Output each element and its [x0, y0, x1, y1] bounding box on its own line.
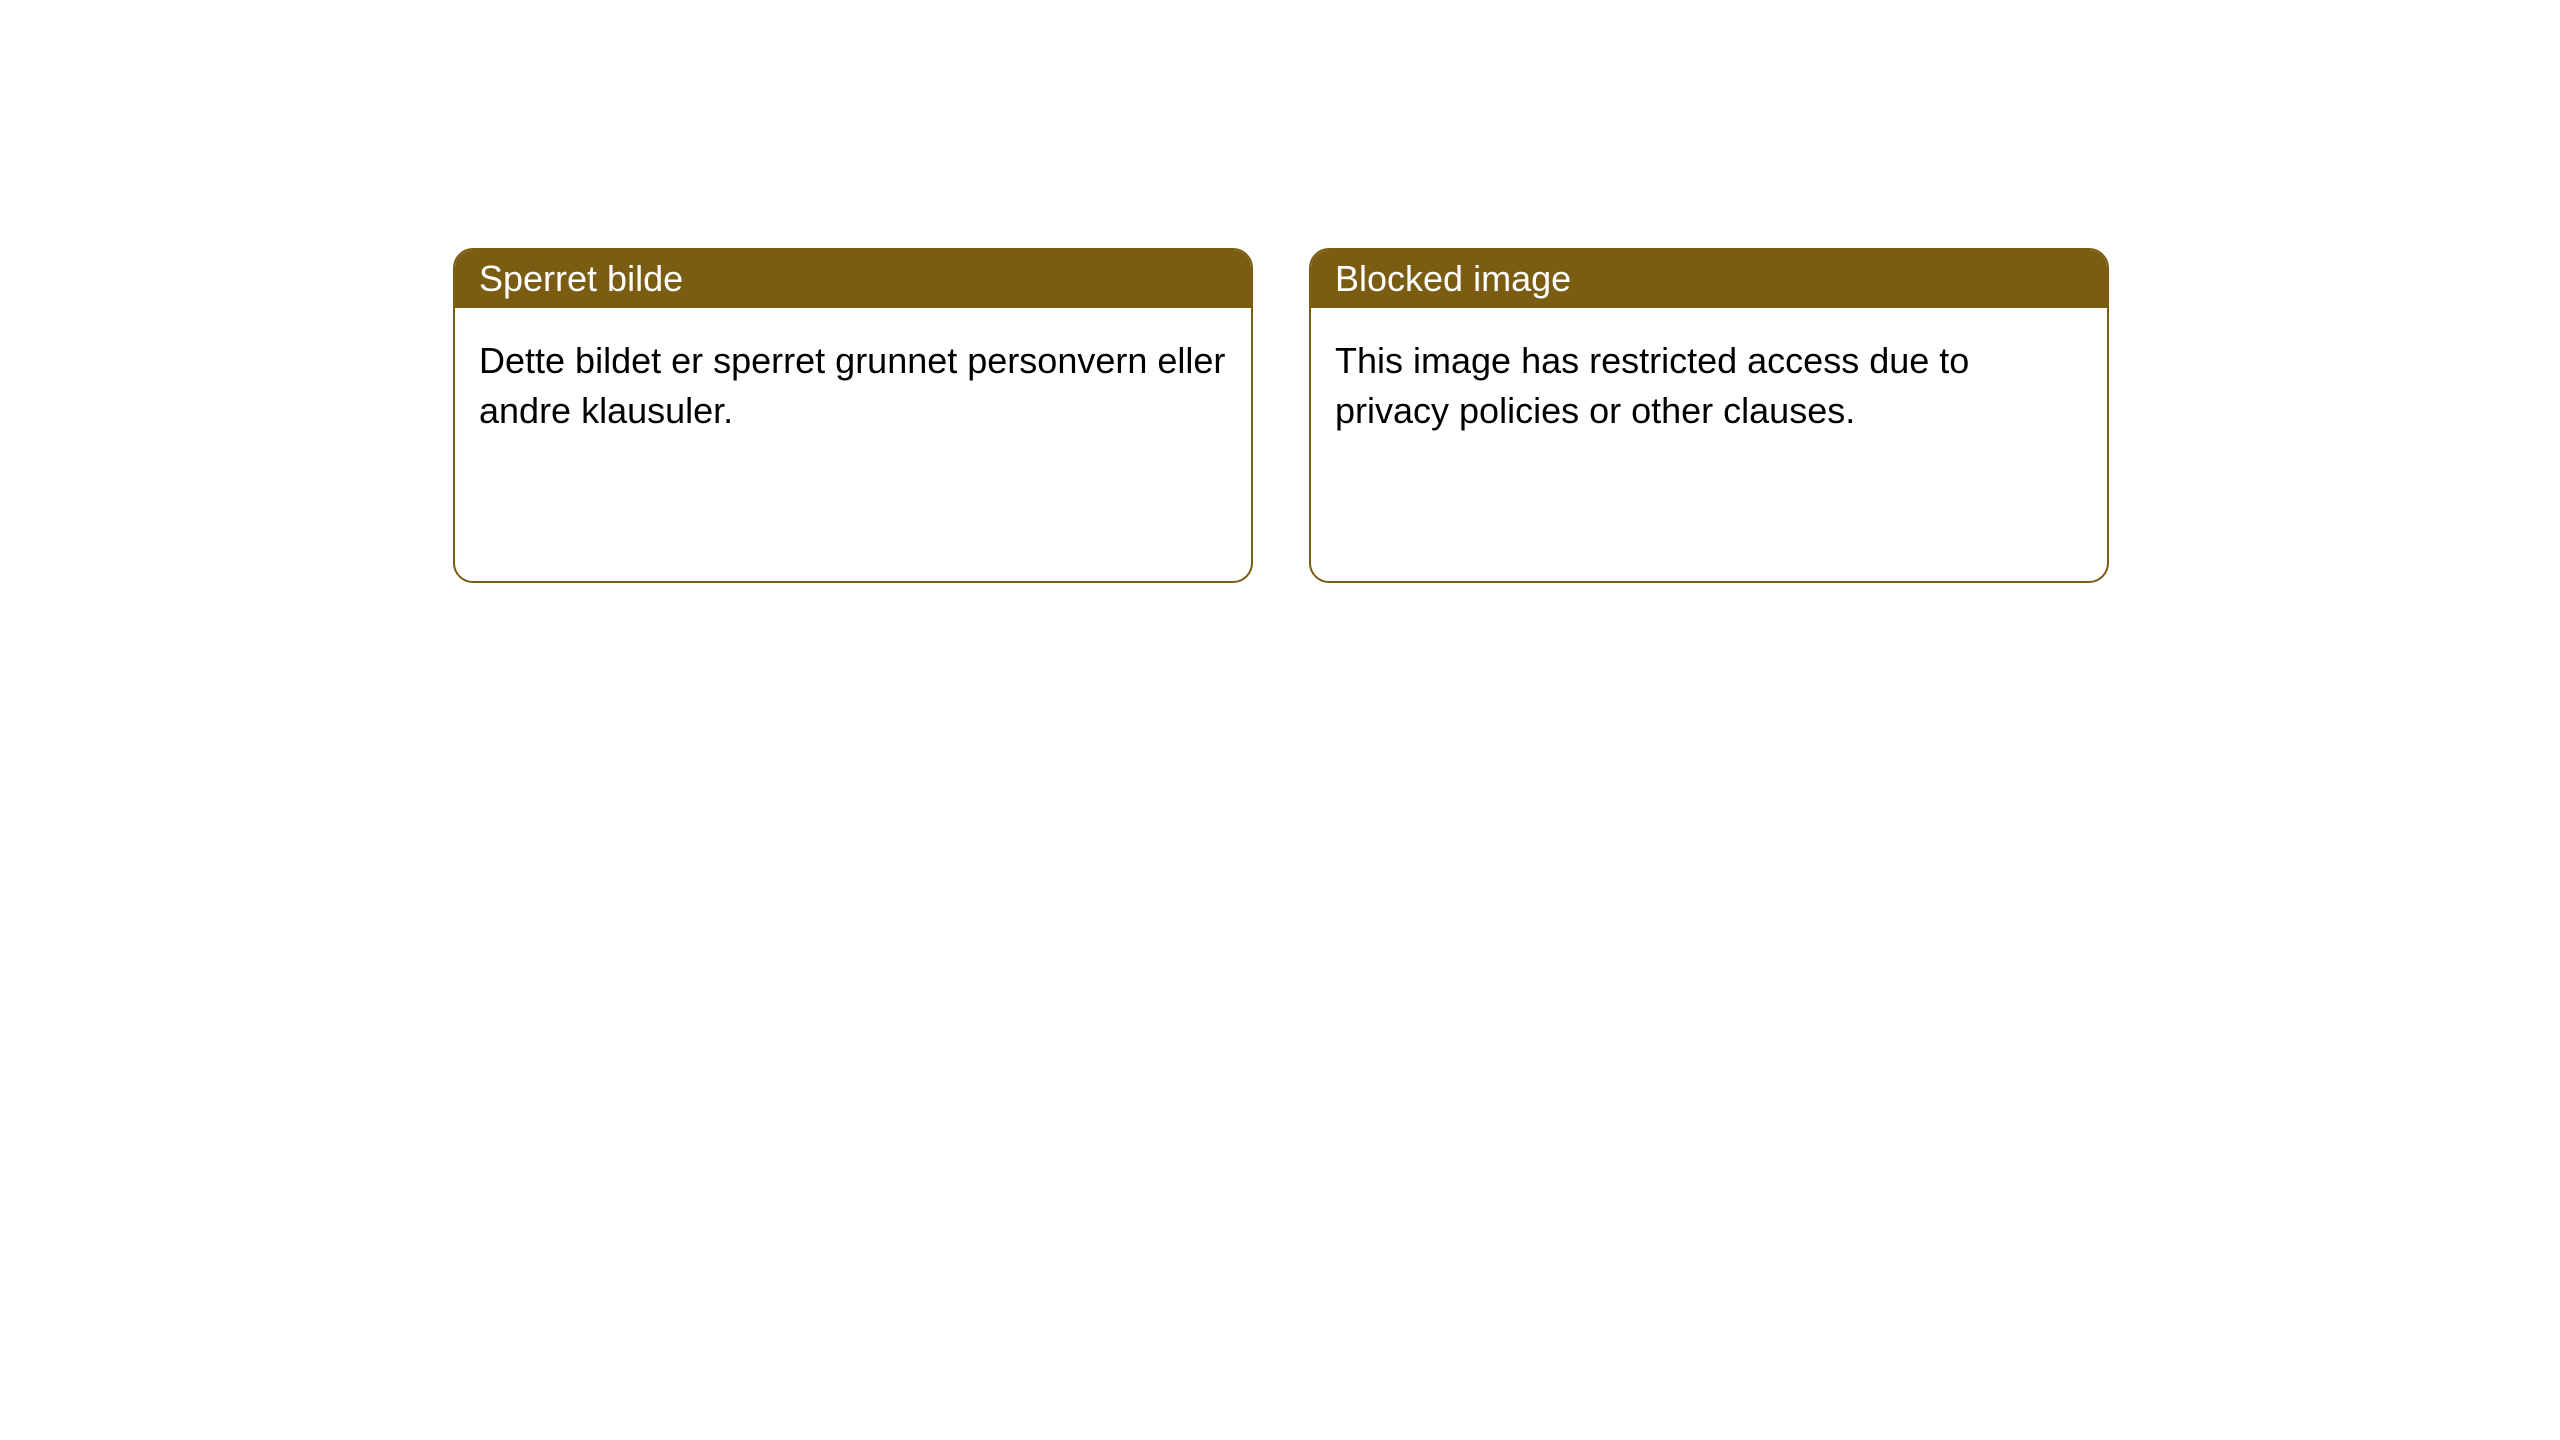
- notice-body-text: Dette bildet er sperret grunnet personve…: [479, 340, 1225, 431]
- notice-card-english: Blocked image This image has restricted …: [1309, 248, 2109, 583]
- notice-body: Dette bildet er sperret grunnet personve…: [455, 308, 1251, 465]
- notice-body-text: This image has restricted access due to …: [1335, 340, 1969, 431]
- notice-title: Sperret bilde: [479, 258, 683, 300]
- notice-header: Blocked image: [1311, 250, 2107, 308]
- notice-card-norwegian: Sperret bilde Dette bildet er sperret gr…: [453, 248, 1253, 583]
- notice-header: Sperret bilde: [455, 250, 1251, 308]
- notice-body: This image has restricted access due to …: [1311, 308, 2107, 465]
- notice-title: Blocked image: [1335, 258, 1571, 300]
- notice-container: Sperret bilde Dette bildet er sperret gr…: [453, 248, 2109, 583]
